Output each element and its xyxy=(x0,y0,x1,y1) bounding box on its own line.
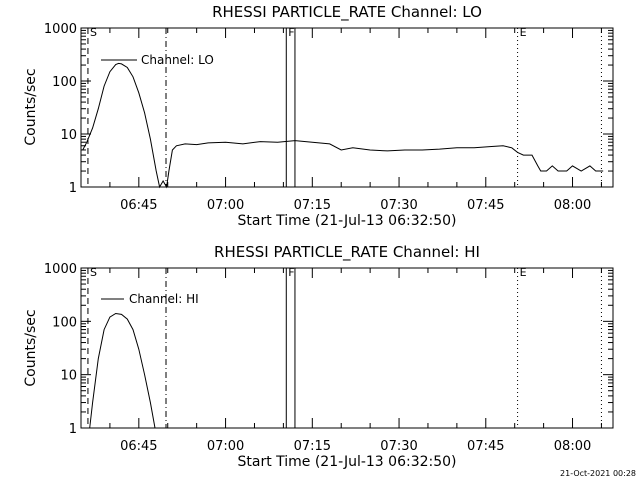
x-tick-label: 08:00 xyxy=(554,198,591,213)
panel-hi: RHESSI PARTICLE_RATE Channel: HI 1101001… xyxy=(23,243,614,470)
y-tick-label: 1000 xyxy=(44,262,77,277)
x-axis-hi: 06:45 07:00 07:15 07:30 07:45 08:00 xyxy=(80,268,602,454)
y-axis-label-lo: Counts/sec xyxy=(23,68,39,145)
series-line xyxy=(82,62,604,189)
y-tick-label: 10 xyxy=(60,369,77,384)
x-tick-label: 07:00 xyxy=(207,198,244,213)
chart-title-hi: RHESSI PARTICLE_RATE Channel: HI xyxy=(214,243,480,262)
x-axis-lo: 06:45 07:00 07:15 07:30 07:45 08:00 xyxy=(80,28,602,213)
x-tick-label: 07:30 xyxy=(380,198,417,213)
y-tick-label: 10 xyxy=(60,128,77,143)
y-tick-label: 1 xyxy=(69,181,77,196)
legend-label-lo: Channel: LO xyxy=(141,53,214,67)
x-tick-label: 07:15 xyxy=(294,198,331,213)
data-series-lo xyxy=(82,62,604,189)
y-axis-lo: 1 10 100 1000 xyxy=(44,22,613,196)
x-tick-label: 06:45 xyxy=(120,198,157,213)
panel-lo: RHESSI PARTICLE_RATE Channel: LO 1101001… xyxy=(23,3,614,229)
x-tick-label: 06:45 xyxy=(120,439,157,454)
y-tick-label: 100 xyxy=(52,315,77,330)
x-tick-label: 08:00 xyxy=(554,439,591,454)
x-axis-label-lo: Start Time (21-Jul-13 06:32:50) xyxy=(237,213,456,229)
y-axis-hi: 1 10 100 1000 xyxy=(44,262,613,437)
chart-title-lo: RHESSI PARTICLE_RATE Channel: LO xyxy=(212,3,482,22)
y-axis-label-hi: Counts/sec xyxy=(23,309,39,386)
x-tick-label: 07:30 xyxy=(380,439,417,454)
x-axis-label-hi: Start Time (21-Jul-13 06:32:50) xyxy=(237,454,456,470)
legend-label-hi: Channel: HI xyxy=(129,292,199,306)
time-marker-label: F xyxy=(288,26,294,39)
render-timestamp: 21-Oct-2021 00:28 xyxy=(560,469,636,478)
time-marker-label: E xyxy=(520,266,527,279)
y-tick-label: 100 xyxy=(52,75,77,90)
series-line xyxy=(89,312,156,429)
x-tick-label: 07:45 xyxy=(467,439,504,454)
plot-frame-lo xyxy=(80,27,614,188)
time-marker-label: E xyxy=(520,26,527,39)
y-tick-label: 1 xyxy=(69,422,77,437)
plot-frame-hi xyxy=(80,267,614,429)
x-tick-label: 07:00 xyxy=(207,439,244,454)
data-series-hi xyxy=(89,312,156,429)
x-tick-label: 07:45 xyxy=(467,198,504,213)
time-marker-label: S xyxy=(90,26,97,39)
time-marker-label: F xyxy=(288,266,294,279)
x-tick-label: 07:15 xyxy=(294,439,331,454)
y-tick-label: 1000 xyxy=(44,22,77,37)
time-marker-label: S xyxy=(90,266,97,279)
